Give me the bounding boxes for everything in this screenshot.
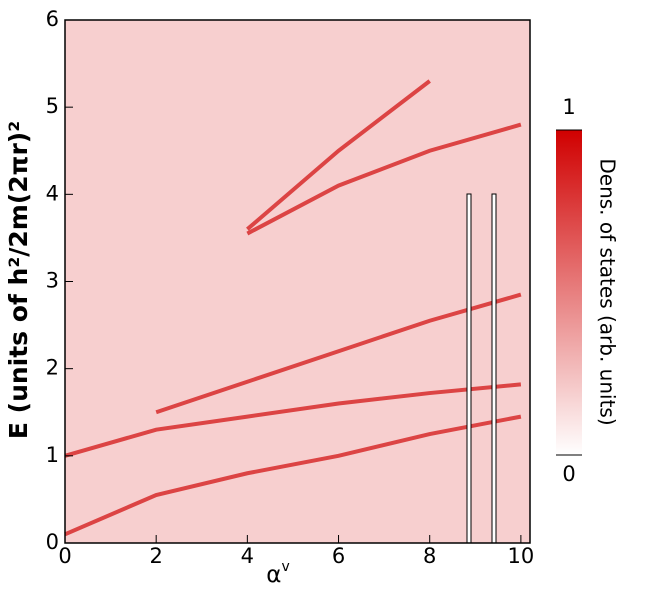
band-background [65,20,530,543]
y-tick-label: 5 [46,94,59,118]
x-label-sup: v [281,559,289,575]
x-tick-label: 10 [508,544,535,568]
marker [491,193,497,544]
band-line [155,292,522,415]
y-tick-label: 0 [46,530,59,554]
colorbar-tick-label: 0 [562,462,575,486]
y-tick-label: 1 [46,443,59,467]
x-label-main: α [266,562,281,588]
y-tick-label: 2 [46,356,59,380]
y-tick-label: 4 [46,181,59,205]
band-line [64,414,522,537]
y-label: E (units of h²/2m(2πr)² [4,121,33,439]
x-tick-label: 4 [241,544,254,568]
y-tick-label: 3 [46,269,59,293]
y-tick-label: 6 [46,7,59,31]
x-tick-label: 6 [332,544,345,568]
colorbar-title: Dens. of states (arb. units) [596,158,620,425]
marker [466,193,472,544]
colorbar-tick-label: 1 [562,95,575,119]
band-line [64,382,522,458]
colorbar [556,130,582,455]
x-tick-label: 8 [423,544,436,568]
band-line [246,122,522,236]
x-label: αv [266,559,289,588]
x-tick-label: 2 [149,544,162,568]
band-line [246,79,431,231]
x-tick-label: 0 [58,544,71,568]
